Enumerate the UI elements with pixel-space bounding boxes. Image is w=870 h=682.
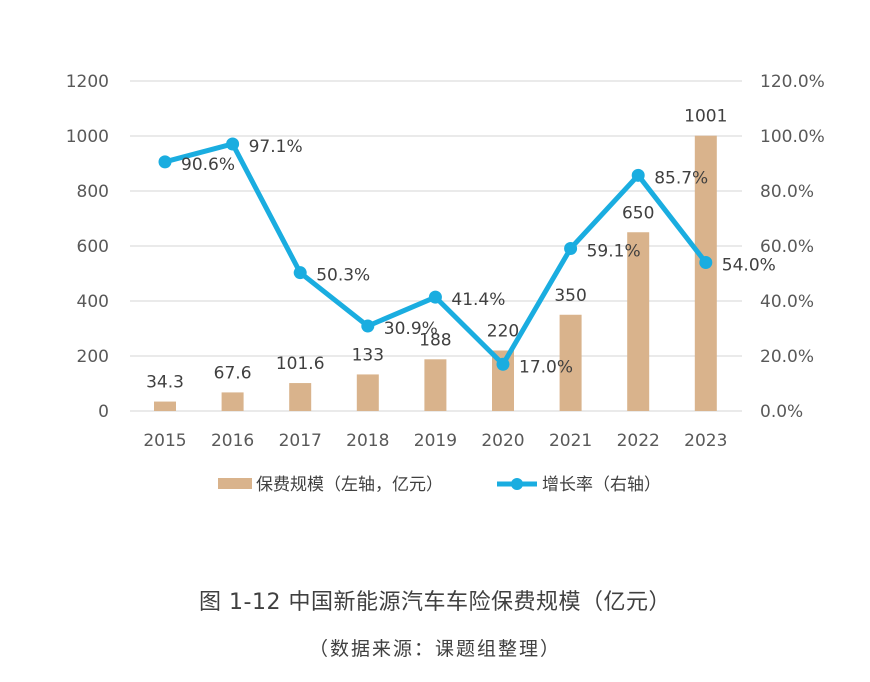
growth-rate-point [226,137,240,151]
x-axis-tick-label: 2017 [279,431,322,451]
right-axis-tick-label: 80.0% [760,182,814,202]
right-axis-tick-label: 120.0% [760,72,825,92]
x-axis-tick-label: 2019 [414,431,457,451]
growth-rate-point [158,155,172,169]
bar [627,232,650,411]
growth-rate-label: 54.0% [722,256,776,276]
growth-rate-point [699,256,713,269]
left-axis-tick-label: 600 [77,237,109,257]
growth-rate-label: 85.7% [654,168,708,188]
x-axis-tick-label: 2018 [346,431,389,451]
bar [356,374,379,411]
bar [424,359,447,411]
x-axis-tick-label: 2020 [481,431,524,451]
growth-rate-point [564,241,578,255]
x-axis-tick-label: 2022 [617,431,660,451]
growth-rate-point [428,290,442,304]
growth-rate-point [631,168,645,182]
left-axis-tick-label: 400 [77,292,109,312]
legend-bar-swatch [218,478,252,489]
right-axis-tick-label: 0.0% [760,402,803,422]
legend: 保费规模（左轴，亿元） 增长率（右轴） [218,475,661,495]
growth-rate-point [361,319,375,333]
growth-rate-point [496,357,510,371]
left-axis-tick-label: 0 [98,402,109,422]
growth-rate-label: 97.1% [249,137,303,157]
left-axis-tick-label: 200 [77,347,109,367]
axes: 0 0.0% 200 20.0% 400 40.0% 600 60.0% 800 80.0% 100… [66,72,825,451]
growth-rate-label: 30.9% [384,319,438,339]
bar-value-label: 101.6 [276,354,325,374]
x-axis-tick-label: 2023 [684,431,727,451]
left-axis-tick-label: 1200 [66,72,109,92]
growth-rate-label: 17.0% [519,357,573,377]
bar-value-label: 34.3 [146,373,184,393]
right-axis-tick-label: 60.0% [760,237,814,257]
growth-rate-point [293,266,307,280]
legend-line-label: 增长率（右轴） [542,475,661,495]
line-series [158,137,713,371]
bar-value-label: 220 [487,322,519,342]
bar-series [154,135,717,411]
growth-rate-label: 41.4% [451,290,505,310]
left-axis-tick-label: 1000 [66,127,109,147]
bar-value-label: 350 [554,286,586,306]
bar [289,383,312,411]
bar [221,392,244,411]
bar-value-label: 650 [622,203,654,223]
x-axis-tick-label: 2015 [143,431,186,451]
x-axis-tick-label: 2016 [211,431,254,451]
growth-rate-label: 50.3% [316,266,370,286]
data-labels: 34.3 67.6 101.6 133 188 220 350 650 1001 90.6% 97.… [146,107,776,393]
data-source-note: （数据来源：课题组整理） [308,638,561,660]
bar [694,135,717,411]
growth-rate-label: 90.6% [181,155,235,175]
growth-rate-label: 59.1% [587,241,641,261]
legend-bar-label: 保费规模（左轴，亿元） [256,475,443,495]
bar [559,314,582,411]
bar-value-label: 67.6 [214,363,252,383]
right-axis-tick-label: 100.0% [760,127,825,147]
bar [154,401,176,411]
left-axis-tick-label: 800 [77,182,109,202]
bar-value-label: 188 [419,330,451,350]
x-axis-tick-label: 2021 [549,431,592,451]
right-axis-tick-label: 40.0% [760,292,814,312]
figure-caption: 图 1-12 中国新能源汽车车险保费规模（亿元） [199,590,671,615]
bar-value-label: 1001 [684,107,727,127]
bar-value-label: 133 [352,345,384,365]
legend-line-marker [511,478,523,490]
right-axis-tick-label: 20.0% [760,347,814,367]
